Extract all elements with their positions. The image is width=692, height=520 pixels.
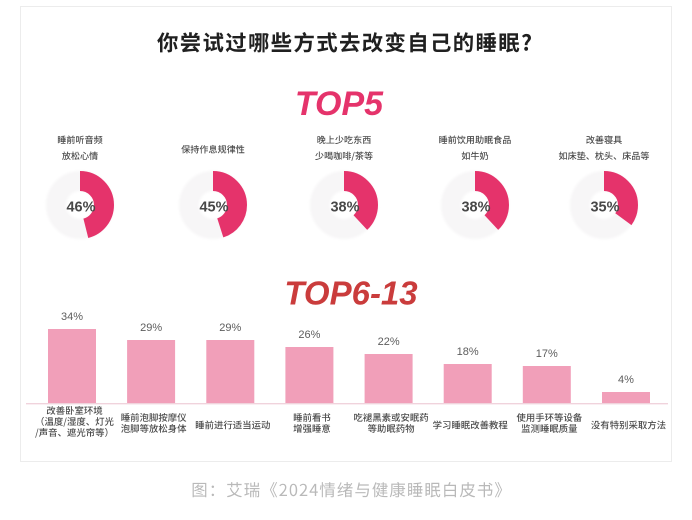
svg-text:22%: 22% xyxy=(378,336,400,348)
svg-text:35%: 35% xyxy=(590,200,619,216)
svg-text:TOP5: TOP5 xyxy=(295,85,384,123)
svg-text:4%: 4% xyxy=(618,374,634,386)
svg-text:38%: 38% xyxy=(461,200,490,216)
svg-text:TOP6-13: TOP6-13 xyxy=(284,275,417,312)
svg-text:38%: 38% xyxy=(330,200,359,216)
svg-text:29%: 29% xyxy=(219,322,241,334)
svg-text:45%: 45% xyxy=(199,200,228,216)
svg-text:17%: 17% xyxy=(536,348,558,360)
svg-text:26%: 26% xyxy=(298,329,320,341)
svg-text:46%: 46% xyxy=(66,200,95,216)
svg-text:18%: 18% xyxy=(457,346,479,358)
svg-text:29%: 29% xyxy=(140,322,162,334)
svg-text:34%: 34% xyxy=(61,311,83,323)
